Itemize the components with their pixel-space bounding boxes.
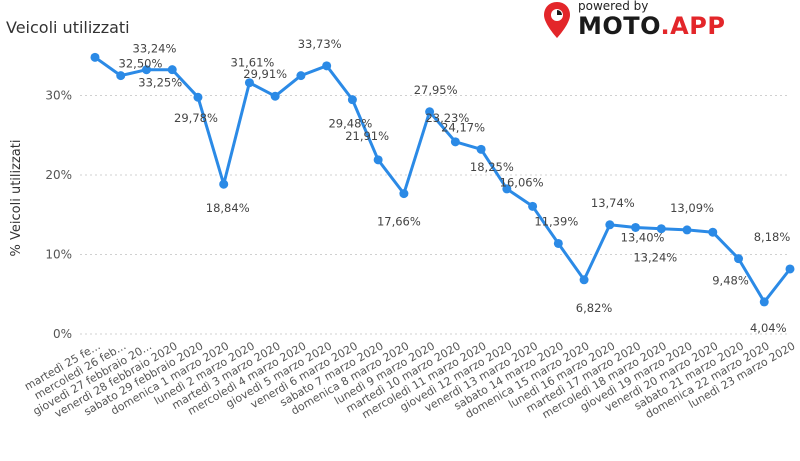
data-label: 18,25%: [470, 160, 514, 174]
data-label: 17,66%: [377, 215, 421, 229]
data-label: 13,74%: [591, 196, 635, 210]
data-label: 32,50%: [119, 57, 163, 71]
data-label: 27,95%: [414, 83, 458, 97]
grid-layer: [80, 95, 790, 335]
y-tick-label: 20%: [45, 168, 72, 182]
data-point[interactable]: [116, 71, 126, 81]
data-point[interactable]: [759, 297, 769, 307]
data-point[interactable]: [708, 227, 718, 237]
data-point[interactable]: [399, 189, 409, 199]
data-point[interactable]: [476, 144, 486, 154]
data-label: 33,73%: [298, 37, 342, 51]
y-axis-label: % Veicoli utilizzati: [9, 140, 24, 257]
data-point[interactable]: [296, 71, 306, 81]
map-pin-icon: [544, 2, 570, 38]
data-label: 33,25%: [138, 76, 182, 90]
chart-title: Veicoli utilizzati: [6, 18, 130, 37]
data-label: 24,17%: [441, 120, 485, 134]
y-axis-ticks: 0% 10% 20% 30%: [45, 89, 72, 342]
data-label: 21,91%: [345, 129, 389, 143]
data-point[interactable]: [631, 222, 641, 232]
data-point[interactable]: [502, 184, 512, 194]
data-point[interactable]: [579, 275, 589, 285]
data-point[interactable]: [450, 137, 460, 147]
data-label: 13,40%: [621, 230, 665, 244]
data-point[interactable]: [785, 264, 795, 274]
data-label: 9,48%: [712, 274, 749, 288]
data-point[interactable]: [553, 238, 563, 248]
data-label: 6,82%: [576, 301, 613, 315]
y-tick-label: 30%: [45, 89, 72, 103]
brand-powered-by: powered by: [578, 0, 649, 13]
data-point[interactable]: [373, 155, 383, 165]
data-point[interactable]: [347, 95, 357, 105]
data-label: 16,06%: [500, 175, 544, 189]
data-label: 13,24%: [633, 251, 677, 265]
data-point[interactable]: [656, 224, 666, 234]
brand-logo: powered by MOTO.APP: [540, 0, 730, 44]
series-line-layer: [90, 52, 795, 307]
data-point[interactable]: [322, 61, 332, 71]
y-tick-label: 10%: [45, 248, 72, 262]
data-point[interactable]: [682, 225, 692, 235]
data-label: 29,48%: [328, 117, 372, 131]
data-point[interactable]: [219, 179, 229, 189]
data-label: 18,84%: [206, 201, 250, 215]
data-point[interactable]: [425, 107, 435, 117]
data-point[interactable]: [734, 254, 744, 264]
data-label: 13,09%: [670, 201, 714, 215]
data-label: 31,61%: [231, 56, 275, 70]
data-point[interactable]: [141, 65, 151, 75]
data-label: 29,91%: [243, 67, 287, 81]
data-label: 29,78%: [174, 111, 218, 125]
data-label: 23,23%: [425, 111, 469, 125]
data-point[interactable]: [270, 91, 280, 101]
data-label-layer: 32,50%33,24% 33,25% 29,78% 18,84% 31,61%29,9…: [119, 37, 791, 335]
data-label: 33,24%: [133, 42, 177, 56]
brand-name-accent: .APP: [660, 12, 726, 40]
y-tick-label: 0%: [53, 327, 72, 341]
data-label: 11,39%: [534, 214, 578, 228]
x-axis-ticks: martedì 25 fe...mercoledì 26 feb...giove…: [22, 339, 797, 421]
data-point[interactable]: [528, 201, 538, 211]
brand-name-main: MOTO: [578, 12, 661, 40]
data-point[interactable]: [167, 65, 177, 75]
data-label: 8,18%: [754, 230, 791, 244]
brand-name: MOTO.APP: [578, 12, 725, 40]
series-line: [94, 56, 792, 304]
data-point[interactable]: [244, 78, 254, 88]
data-point[interactable]: [193, 92, 203, 102]
data-point[interactable]: [605, 220, 615, 230]
data-label: 4,04%: [750, 321, 787, 335]
data-point[interactable]: [90, 52, 100, 62]
